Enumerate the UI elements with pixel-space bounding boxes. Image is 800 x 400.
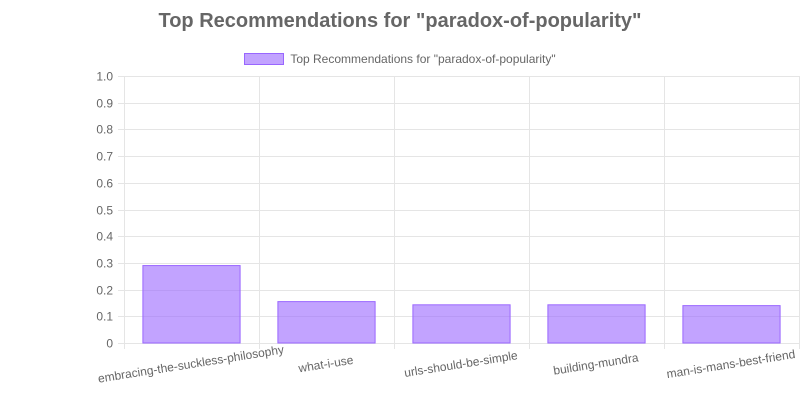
y-tick-label: 0	[106, 337, 113, 351]
y-tick-label: 0.3	[96, 257, 113, 271]
bar	[412, 304, 511, 344]
y-tick-label: 0.8	[96, 123, 113, 137]
y-tick-label: 0.1	[96, 310, 113, 324]
x-tick-label: man-is-mans-best-friend	[666, 347, 797, 381]
y-tick-label: 1.0	[96, 70, 113, 84]
legend-label: Top Recommendations for "paradox-of-popu…	[290, 52, 556, 66]
bar	[277, 301, 376, 344]
y-tick-label: 0.7	[96, 150, 113, 164]
x-tick-label: building-mundra	[552, 350, 640, 377]
x-tick-label: embracing-the-suckless-philosophy	[97, 342, 285, 385]
y-tick-label: 0.5	[96, 204, 113, 218]
chart-legend[interactable]: Top Recommendations for "paradox-of-popu…	[0, 52, 800, 66]
y-tick-label: 0.2	[96, 284, 113, 298]
x-tick-label: urls-should-be-simple	[403, 348, 519, 380]
bar	[547, 304, 646, 344]
y-tick-label: 0.4	[96, 230, 113, 244]
chart-title: Top Recommendations for "paradox-of-popu…	[158, 10, 642, 32]
y-tick-label: 0.6	[96, 177, 113, 191]
legend-swatch	[244, 53, 285, 65]
bar	[682, 305, 781, 344]
bar	[142, 265, 241, 344]
x-tick-label: what-i-use	[296, 353, 354, 376]
y-tick-label: 0.9	[96, 97, 113, 111]
